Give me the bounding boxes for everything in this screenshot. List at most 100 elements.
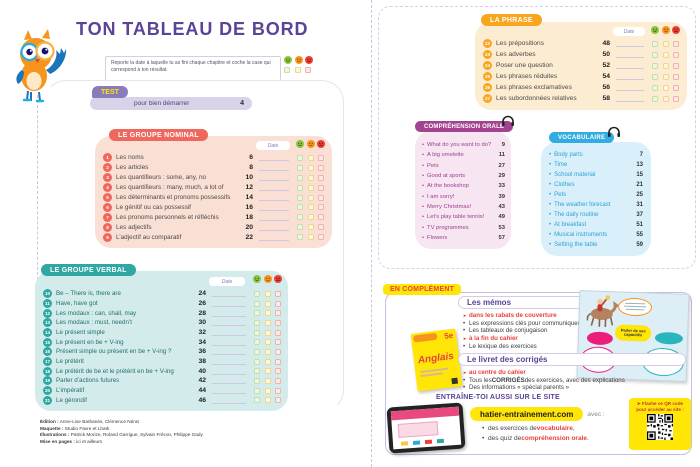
checkbox-red[interactable] [318,214,324,221]
checkbox-green[interactable] [297,154,303,161]
checkbox-green[interactable] [297,234,303,241]
checkbox-red[interactable] [275,377,281,384]
checkbox-red[interactable] [318,164,324,171]
checkbox-orange[interactable] [307,164,314,171]
checkbox-green[interactable] [297,204,303,211]
date-fill-line[interactable] [616,40,644,47]
checkbox-orange[interactable] [307,234,314,241]
checkbox-red[interactable] [318,224,324,231]
website-url[interactable]: hatier-entrainement.com [470,407,584,421]
checkbox-orange[interactable] [264,300,271,307]
date-fill-line[interactable] [212,387,246,395]
date-fill-line[interactable] [259,164,289,172]
date-fill-line[interactable] [616,62,644,69]
checkbox-orange[interactable] [307,224,314,231]
checkbox-red[interactable] [673,95,679,102]
checkbox-orange[interactable] [662,40,669,47]
checkbox-red[interactable] [275,387,281,394]
date-fill-line[interactable] [259,224,289,231]
checkbox-green[interactable] [254,348,260,355]
checkbox-red[interactable] [305,67,311,73]
checkbox-red[interactable] [318,204,324,211]
checkbox-red[interactable] [275,348,281,355]
checkbox-red[interactable] [673,84,679,91]
checkbox-red[interactable] [275,310,281,317]
date-fill-line[interactable] [259,174,289,182]
checkbox-orange[interactable] [307,214,314,221]
checkbox-orange[interactable] [264,358,271,365]
checkbox-orange[interactable] [264,329,271,336]
date-fill-line[interactable] [212,368,246,375]
date-fill-line[interactable] [212,329,246,337]
checkbox-orange[interactable] [294,67,301,73]
checkbox-green[interactable] [652,84,658,91]
date-fill-line[interactable] [212,319,246,327]
checkbox-green[interactable] [254,368,260,375]
checkbox-red[interactable] [318,174,324,181]
checkbox-green[interactable] [254,387,260,394]
date-fill-line[interactable] [616,73,644,80]
checkbox-green[interactable] [284,67,290,73]
checkbox-green[interactable] [297,174,303,181]
date-fill-line[interactable] [212,310,246,317]
checkbox-orange[interactable] [264,368,271,375]
checkbox-green[interactable] [254,300,260,307]
checkbox-orange[interactable] [307,154,314,161]
date-fill-line[interactable] [259,184,289,192]
checkbox-orange[interactable] [662,51,669,58]
date-fill-line[interactable] [259,194,289,201]
checkbox-orange[interactable] [662,95,669,102]
checkbox-red[interactable] [318,234,324,241]
date-fill-line[interactable] [212,358,246,366]
checkbox-red[interactable] [275,319,281,326]
checkbox-green[interactable] [254,397,260,404]
checkbox-orange[interactable] [264,290,271,297]
date-fill-line[interactable] [212,377,246,385]
date-fill-line[interactable] [616,51,644,58]
checkbox-green[interactable] [254,310,260,317]
checkbox-green[interactable] [254,319,260,326]
checkbox-orange[interactable] [662,62,669,69]
checkbox-orange[interactable] [307,174,314,181]
checkbox-orange[interactable] [264,339,271,346]
checkbox-red[interactable] [275,290,281,297]
date-fill-line[interactable] [259,214,289,221]
date-fill-line[interactable] [259,154,289,162]
date-fill-line[interactable] [212,300,246,307]
checkbox-green[interactable] [652,51,658,58]
checkbox-red[interactable] [275,397,281,404]
checkbox-orange[interactable] [264,310,271,317]
checkbox-green[interactable] [297,164,303,171]
checkbox-green[interactable] [652,95,658,102]
checkbox-green[interactable] [652,73,658,80]
checkbox-orange[interactable] [264,319,271,326]
checkbox-green[interactable] [652,62,658,69]
checkbox-orange[interactable] [307,204,314,211]
date-fill-line[interactable] [212,348,246,356]
date-fill-line[interactable] [616,84,644,91]
checkbox-green[interactable] [652,40,658,47]
checkbox-red[interactable] [673,51,679,58]
checkbox-orange[interactable] [264,397,271,404]
checkbox-green[interactable] [297,224,303,231]
checkbox-green[interactable] [297,184,303,191]
date-fill-line[interactable] [616,95,644,102]
checkbox-green[interactable] [254,290,260,297]
checkbox-orange[interactable] [307,184,314,191]
checkbox-orange[interactable] [264,387,271,394]
checkbox-red[interactable] [275,358,281,365]
checkbox-orange[interactable] [264,348,271,355]
checkbox-red[interactable] [275,368,281,375]
checkbox-orange[interactable] [307,194,314,201]
checkbox-green[interactable] [297,214,303,221]
date-fill-line[interactable] [259,234,289,241]
checkbox-red[interactable] [275,329,281,336]
checkbox-red[interactable] [673,62,679,69]
checkbox-orange[interactable] [264,377,271,384]
checkbox-red[interactable] [673,40,679,47]
checkbox-green[interactable] [254,339,260,346]
checkbox-red[interactable] [318,154,324,161]
checkbox-orange[interactable] [662,84,669,91]
checkbox-red[interactable] [318,184,324,191]
checkbox-green[interactable] [254,329,260,336]
